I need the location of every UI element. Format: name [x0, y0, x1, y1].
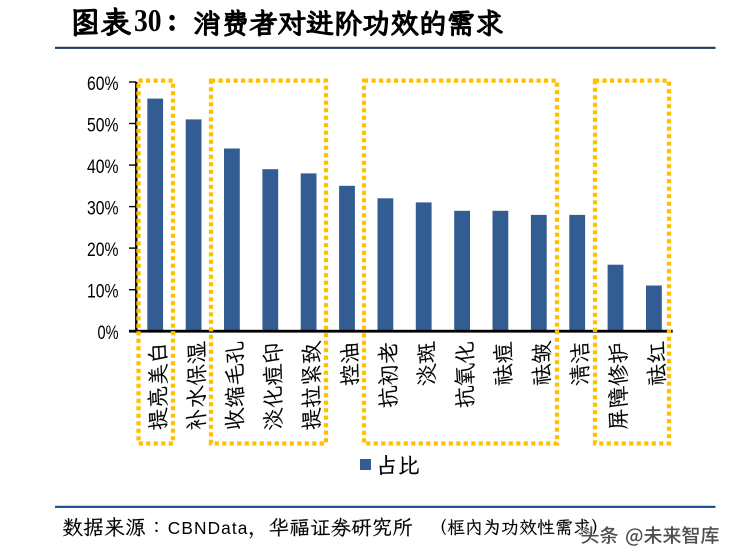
svg-text:50%: 50%	[87, 114, 119, 136]
svg-text:0%: 0%	[98, 322, 119, 344]
svg-text:30: 30	[134, 3, 162, 38]
svg-text:40%: 40%	[87, 156, 119, 178]
svg-text:20%: 20%	[87, 239, 119, 261]
svg-text:CBNData: CBNData	[168, 518, 249, 538]
svg-text:30%: 30%	[87, 198, 119, 220]
svg-text:60%: 60%	[87, 73, 119, 95]
svg-text:10%: 10%	[87, 281, 119, 303]
